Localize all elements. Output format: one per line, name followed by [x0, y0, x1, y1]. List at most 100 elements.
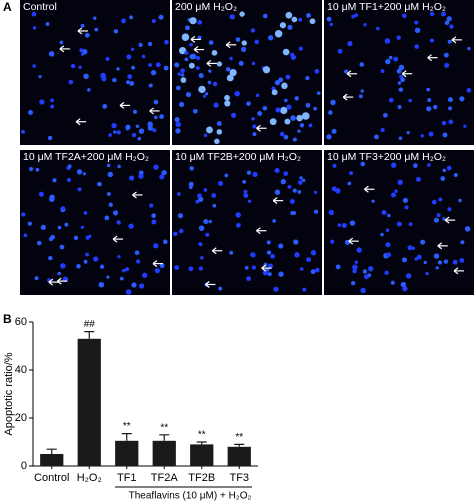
cell-nucleus [426, 87, 430, 92]
cell-nucleus [132, 109, 138, 114]
cell-nucleus [287, 184, 292, 189]
cell-nucleus [152, 128, 157, 133]
cell-nucleus [442, 132, 448, 138]
cell-nucleus [32, 64, 36, 68]
arrow-head [119, 101, 125, 109]
cell-nucleus [48, 51, 55, 57]
bar [77, 338, 101, 466]
cell-nucleus [225, 67, 231, 72]
cell-nucleus [189, 17, 197, 25]
cell-nucleus [192, 108, 198, 114]
cell-nucleus [262, 269, 269, 276]
cell-nucleus [154, 115, 158, 120]
cell-nucleus [427, 98, 432, 103]
cell-nucleus [239, 11, 245, 17]
cell-nucleus [28, 166, 34, 172]
cell-nucleus [420, 239, 426, 245]
cell-nucleus [57, 271, 61, 276]
cell-nucleus [224, 94, 230, 101]
cell-nucleus [174, 117, 180, 123]
cell-nucleus [352, 264, 358, 270]
x-tick-label: TF2B [188, 472, 215, 484]
cell-nucleus [274, 79, 281, 86]
cell-nucleus [150, 69, 157, 76]
cell-nucleus [408, 98, 412, 103]
cell-nucleus [267, 272, 272, 277]
cell-nucleus [164, 39, 169, 45]
cell-nucleus [59, 40, 64, 45]
cell-nucleus [354, 13, 359, 18]
panel-label: A [3, 0, 12, 14]
cell-nucleus [106, 275, 110, 279]
cell-nucleus [292, 137, 297, 142]
cell-nucleus [426, 106, 432, 112]
cell-nucleus [301, 178, 306, 183]
cell-nucleus [335, 189, 340, 194]
cell-nucleus [231, 112, 237, 118]
y-tick-label: 0 [21, 460, 27, 472]
cell-nucleus [216, 61, 223, 67]
cell-nucleus [246, 170, 252, 175]
cell-nucleus [302, 287, 307, 292]
image-label: 200 μM H₂O₂ [175, 1, 237, 13]
cell-nucleus [284, 98, 288, 103]
cell-nucleus [442, 217, 446, 221]
cell-nucleus [236, 222, 241, 228]
cell-nucleus [197, 19, 203, 25]
y-axis-label: Apoptotic ratio/% [3, 352, 15, 435]
cell-nucleus [329, 22, 334, 27]
cell-nucleus [310, 269, 316, 275]
cell-nucleus [413, 163, 418, 168]
arrow-head [364, 185, 369, 193]
cell-nucleus [93, 256, 99, 262]
arrow-head [348, 237, 354, 245]
cell-nucleus [188, 181, 194, 187]
cell-nucleus [404, 205, 409, 210]
cell-nucleus [429, 11, 435, 17]
cell-nucleus [70, 63, 76, 69]
micrograph [172, 150, 322, 295]
cell-nucleus [292, 188, 297, 193]
cell-nucleus [77, 187, 82, 192]
arrow-head [152, 260, 158, 268]
cell-nucleus [185, 25, 190, 31]
cell-nucleus [121, 268, 126, 273]
cell-nucleus [235, 37, 241, 42]
cell-nucleus [262, 105, 268, 111]
cell-nucleus [162, 239, 168, 245]
cell-nucleus [138, 173, 144, 179]
cell-nucleus [177, 72, 182, 76]
cell-nucleus [405, 273, 412, 279]
cell-nucleus [68, 79, 74, 85]
arrow-head [451, 36, 457, 44]
cell-nucleus [226, 74, 234, 82]
cell-nucleus [153, 99, 159, 105]
cell-nucleus [216, 121, 222, 127]
cell-nucleus [394, 189, 398, 193]
significance: ** [123, 421, 131, 432]
cell-nucleus [459, 96, 465, 102]
cell-nucleus [67, 164, 72, 169]
cell-nucleus [294, 252, 300, 258]
arrow-head [427, 54, 433, 62]
cell-nucleus [48, 255, 53, 261]
cell-nucleus [416, 254, 422, 260]
cell-nucleus [278, 77, 284, 83]
cell-nucleus [243, 193, 249, 199]
cell-nucleus [411, 246, 416, 250]
cell-nucleus [178, 101, 185, 108]
cell-nucleus [128, 223, 134, 229]
cell-nucleus [129, 81, 135, 86]
cell-nucleus [308, 123, 313, 128]
cell-nucleus [229, 68, 237, 77]
cell-nucleus [113, 29, 119, 34]
cell-nucleus [154, 267, 161, 274]
cell-nucleus [453, 173, 458, 177]
cell-nucleus [384, 38, 391, 44]
cell-nucleus [78, 65, 82, 69]
cell-nucleus [211, 49, 218, 56]
cell-nucleus [138, 128, 145, 134]
cell-nucleus [141, 272, 148, 279]
cell-nucleus [149, 203, 154, 208]
cell-nucleus [27, 221, 32, 226]
